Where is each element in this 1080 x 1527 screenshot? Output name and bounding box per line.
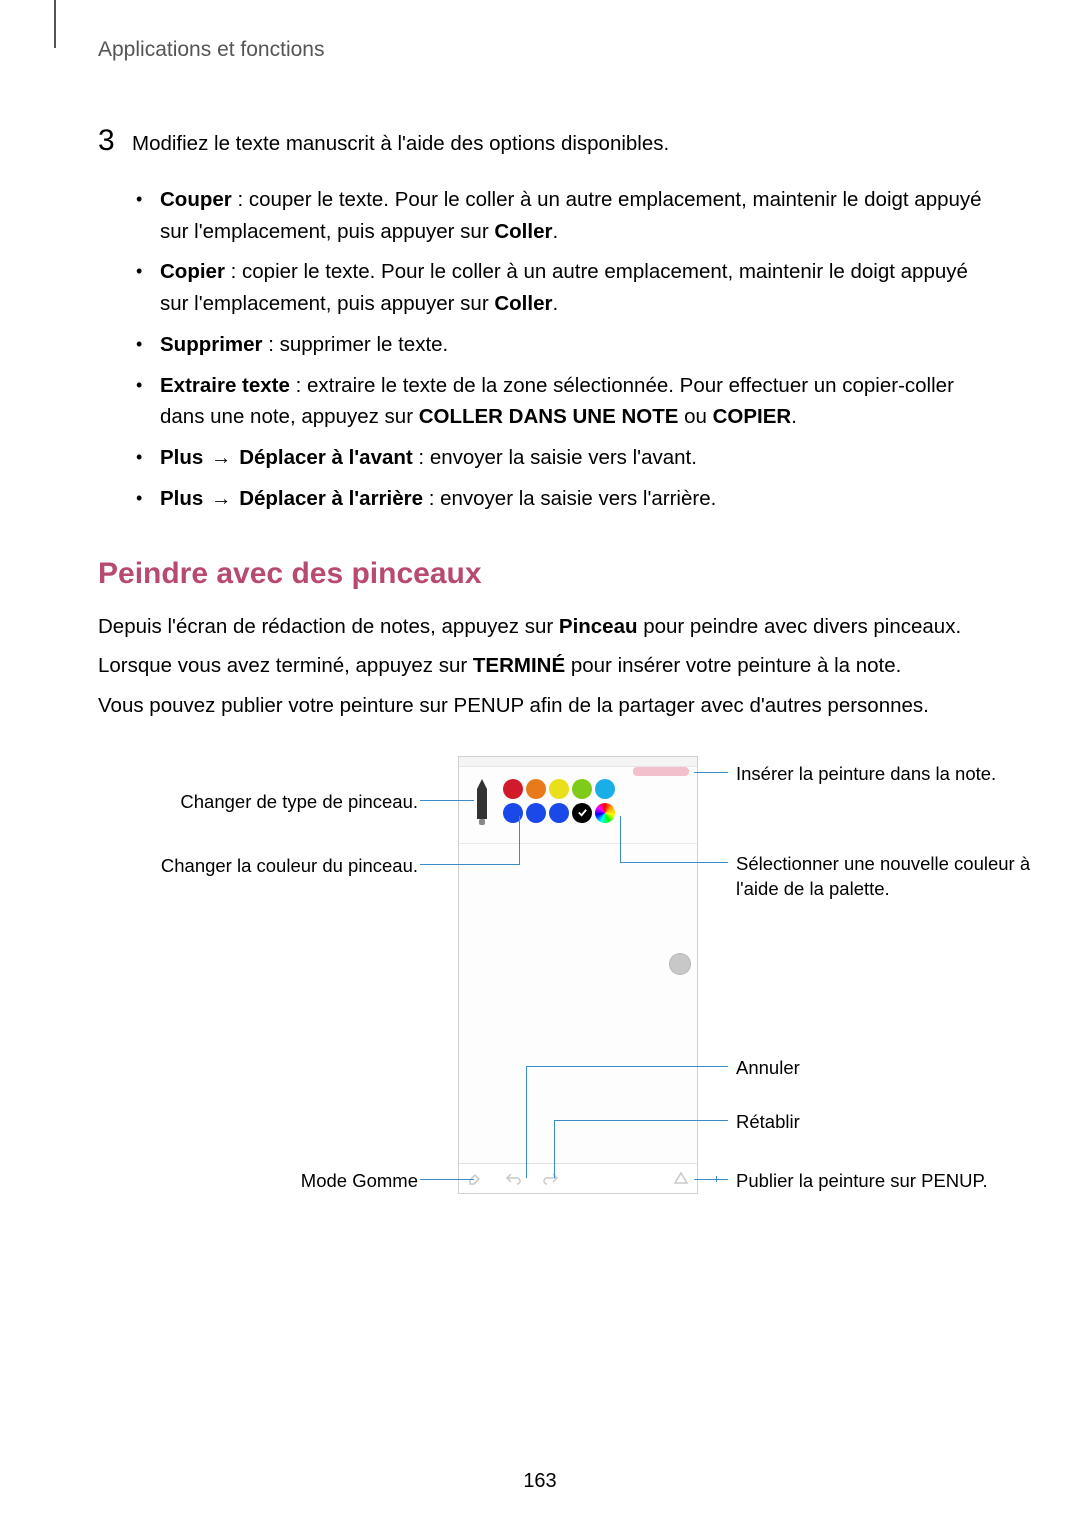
step-text: Modifiez le texte manuscrit à l'aide des… (132, 124, 669, 160)
leader-line (554, 1120, 728, 1121)
callout-label: Annuler (736, 1056, 936, 1081)
callout-label: Sélectionner une nouvelle couleur à l'ai… (736, 852, 1076, 902)
leader-line (420, 864, 520, 865)
inline-bold: COLLER DANS UNE NOTE (419, 405, 679, 428)
bottom-toolbar (459, 1163, 697, 1193)
options-list: Couper : couper le texte. Pour le coller… (98, 184, 982, 515)
inline-bold: Coller (494, 220, 552, 243)
color-swatch[interactable] (526, 803, 546, 823)
phone-statusbar (459, 757, 697, 767)
floating-tool-icon[interactable] (669, 953, 691, 975)
color-swatch[interactable] (572, 779, 592, 799)
leader-tick (716, 1176, 717, 1182)
inline-text: pour peindre avec divers pinceaux. (638, 615, 962, 638)
callout-label: Changer la couleur du pinceau. (98, 854, 418, 879)
leader-line (620, 816, 621, 862)
color-swatch[interactable] (503, 803, 523, 823)
leader-line (694, 772, 728, 773)
inline-bold: TERMINÉ (473, 654, 565, 677)
share-icon[interactable] (673, 1170, 689, 1186)
callout-label: Rétablir (736, 1110, 936, 1135)
inline-text: pour insérer votre peinture à la note. (565, 654, 901, 677)
paragraph: Vous pouvez publier votre peinture sur P… (98, 690, 982, 722)
inline-bold: Déplacer à l'arrière (239, 487, 423, 510)
paragraph: Lorsque vous avez terminé, appuyez sur T… (98, 650, 982, 682)
leader-tick (702, 1179, 712, 1180)
step-number: 3 (98, 124, 132, 157)
option-name: Plus (160, 487, 203, 510)
leader-line (554, 1120, 555, 1178)
inline-text: Depuis l'écran de rédaction de notes, ap… (98, 615, 559, 638)
page-content: Applications et fonctions 3 Modifiez le … (0, 0, 1080, 1276)
phone-mockup (458, 756, 698, 1194)
paragraph: Depuis l'écran de rédaction de notes, ap… (98, 611, 982, 643)
leader-line (526, 1066, 527, 1178)
inline-text: Lorsque vous avez terminé, appuyez sur (98, 654, 473, 677)
selected-color-icon[interactable] (572, 803, 592, 823)
option-desc: : envoyer la saisie vers l'avant. (413, 446, 697, 469)
arrow-icon: → (203, 487, 239, 510)
option-name: Plus (160, 446, 203, 469)
inline-text: ou (678, 405, 712, 428)
list-item: Copier : copier le texte. Pour le coller… (160, 256, 982, 320)
option-desc: : couper le texte. Pour le coller à un a… (160, 188, 982, 243)
list-item: Plus → Déplacer à l'avant : envoyer la s… (160, 442, 982, 474)
list-item: Supprimer : supprimer le texte. (160, 329, 982, 361)
leader-line (519, 816, 520, 864)
inline-text: . (552, 292, 558, 315)
list-item: Couper : couper le texte. Pour le coller… (160, 184, 982, 248)
color-swatch[interactable] (503, 779, 523, 799)
undo-icon[interactable] (505, 1170, 521, 1186)
option-desc: : copier le texte. Pour le coller à un a… (160, 260, 968, 315)
arrow-icon: → (203, 446, 239, 469)
option-desc: : envoyer la saisie vers l'arrière. (423, 487, 716, 510)
leader-line (420, 1179, 474, 1180)
option-desc: : supprimer le texte. (263, 333, 449, 356)
heading-paint: Peindre avec des pinceaux (98, 557, 982, 591)
divider (459, 843, 697, 844)
color-swatch[interactable] (595, 779, 615, 799)
redo-icon[interactable] (543, 1170, 559, 1186)
done-button[interactable] (633, 767, 689, 776)
option-name: Copier (160, 260, 225, 283)
figure: Changer de type de pinceau. Changer la c… (98, 756, 982, 1236)
inline-text: . (552, 220, 558, 243)
color-palette-icon[interactable] (595, 803, 615, 823)
option-name: Extraire texte (160, 374, 290, 397)
inline-text: . (791, 405, 797, 428)
callout-label: Mode Gomme (98, 1169, 418, 1194)
color-swatch[interactable] (549, 779, 569, 799)
inline-bold: Déplacer à l'avant (239, 446, 413, 469)
leader-line (526, 1066, 728, 1067)
color-swatch[interactable] (526, 779, 546, 799)
numbered-step: 3 Modifiez le texte manuscrit à l'aide d… (98, 124, 982, 160)
color-swatch-row (503, 779, 615, 799)
callout-label: Publier la peinture sur PENUP. (736, 1169, 1056, 1194)
toolbar-left-group (467, 1170, 559, 1186)
inline-bold: Coller (494, 292, 552, 315)
option-name: Supprimer (160, 333, 263, 356)
inline-bold: COPIER (713, 405, 792, 428)
list-item: Plus → Déplacer à l'arrière : envoyer la… (160, 483, 982, 515)
list-item: Extraire texte : extraire le texte de la… (160, 370, 982, 434)
section-header: Applications et fonctions (98, 38, 982, 62)
color-swatch[interactable] (549, 803, 569, 823)
callout-label: Insérer la peinture dans la note. (736, 762, 1056, 787)
option-name: Couper (160, 188, 232, 211)
brush-type-icon[interactable] (475, 779, 489, 827)
inline-bold: Pinceau (559, 615, 638, 638)
leader-line (420, 800, 474, 801)
page-number: 163 (0, 1470, 1080, 1493)
callout-label: Changer de type de pinceau. (98, 790, 418, 815)
leader-line (620, 862, 728, 863)
